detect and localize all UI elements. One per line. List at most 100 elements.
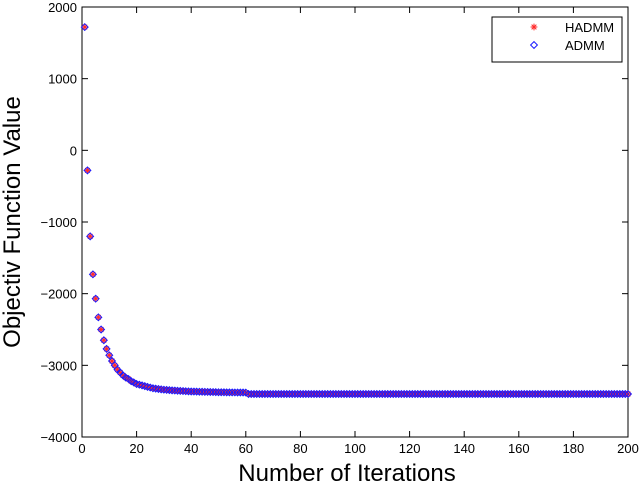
data-point-admm — [563, 389, 573, 399]
x-tick-label: 40 — [184, 441, 198, 456]
data-point-admm — [184, 387, 193, 396]
data-point-admm — [623, 389, 633, 399]
data-point-admm — [356, 389, 365, 399]
legend-label-admm: ADMM — [565, 38, 605, 53]
data-point-admm — [389, 389, 398, 399]
data-point-admm — [140, 382, 149, 391]
legend-label-hadmm: HADMM — [565, 20, 614, 35]
data-point-admm — [547, 389, 556, 399]
data-point-admm — [430, 389, 439, 399]
data-point-hadmm — [84, 167, 91, 174]
data-point-admm — [271, 389, 280, 399]
legend-marker-hadmm — [530, 23, 538, 31]
data-point-admm — [591, 389, 600, 399]
data-point-admm — [165, 386, 174, 395]
data-point-admm — [520, 389, 529, 399]
y-tick-label: −1000 — [40, 215, 77, 230]
data-point-hadmm — [100, 336, 108, 344]
data-point-admm — [233, 388, 242, 397]
x-axis-label: Number of Iterations — [238, 460, 455, 483]
data-point-admm — [198, 387, 207, 396]
data-point-admm — [498, 389, 507, 399]
data-point-admm — [503, 389, 512, 399]
data-point-admm — [159, 385, 169, 394]
data-point-admm — [476, 389, 485, 399]
data-point-admm — [315, 389, 324, 399]
y-axis-label: Objectiv Function Value — [0, 96, 26, 348]
data-point-admm — [427, 389, 436, 399]
y-tick-label: 2000 — [48, 0, 77, 15]
data-point-admm — [268, 389, 278, 399]
data-point-admm — [383, 389, 392, 399]
data-point-admm — [187, 387, 196, 396]
data-point-admm — [492, 389, 502, 399]
data-point-admm — [167, 386, 177, 395]
data-point-admm — [580, 389, 589, 399]
data-point-admm — [307, 389, 316, 399]
data-point-admm — [195, 387, 204, 396]
series-admm — [80, 22, 633, 399]
data-point-admm — [517, 389, 526, 399]
data-point-admm — [471, 389, 480, 399]
data-point-admm — [331, 389, 340, 399]
data-point-admm — [596, 389, 605, 399]
y-tick-label: −3000 — [40, 358, 77, 373]
data-point-admm — [192, 387, 201, 396]
data-point-admm — [536, 389, 545, 399]
data-point-admm — [509, 389, 518, 399]
data-point-admm — [421, 389, 431, 399]
data-point-admm — [225, 388, 234, 397]
data-point-admm — [143, 382, 152, 391]
data-point-admm — [487, 389, 496, 399]
data-point-admm — [200, 387, 209, 396]
data-point-admm — [378, 389, 387, 399]
data-point-admm — [495, 389, 504, 399]
data-point-admm — [533, 389, 543, 399]
data-point-admm — [484, 389, 493, 399]
data-point-admm — [462, 389, 472, 399]
data-point-admm — [288, 389, 297, 399]
data-point-admm — [154, 384, 163, 394]
data-point-admm — [301, 389, 310, 399]
data-point-admm — [97, 325, 106, 334]
data-point-admm — [189, 387, 199, 396]
data-point-hadmm — [86, 232, 94, 240]
data-point-admm — [490, 389, 499, 399]
data-point-admm — [86, 232, 95, 241]
data-point-admm — [320, 389, 330, 399]
data-point-admm — [397, 389, 406, 399]
data-point-admm — [148, 384, 158, 393]
data-point-admm — [599, 389, 608, 399]
data-point-admm — [274, 389, 283, 399]
data-point-admm — [137, 381, 147, 390]
data-point-admm — [416, 389, 425, 399]
data-point-admm — [541, 389, 551, 399]
data-point-admm — [309, 389, 319, 399]
data-point-admm — [282, 389, 291, 399]
data-point-admm — [323, 389, 332, 399]
data-point-admm — [208, 387, 218, 397]
x-axis: 0 20 40 60 80 100 120 140 160 180 200 — [78, 7, 639, 456]
data-point-admm — [454, 389, 463, 399]
data-point-admm — [132, 379, 141, 389]
data-point-admm — [329, 389, 338, 399]
data-point-admm — [102, 344, 111, 353]
data-point-admm — [525, 389, 534, 399]
data-point-admm — [435, 389, 444, 399]
data-point-admm — [410, 389, 420, 399]
data-point-admm — [449, 389, 458, 399]
data-point-admm — [566, 389, 575, 399]
legend: HADMM ADMM — [491, 16, 623, 63]
data-point-admm — [618, 389, 627, 399]
data-point-admm — [375, 389, 384, 399]
y-tick-label: 0 — [70, 143, 77, 158]
data-point-admm — [569, 389, 578, 399]
x-tick-label: 60 — [239, 441, 253, 456]
data-point-admm — [337, 389, 346, 399]
data-point-admm — [528, 389, 537, 399]
data-point-admm — [419, 389, 428, 399]
data-point-admm — [345, 389, 354, 399]
data-point-admm — [247, 389, 256, 399]
x-tick-label: 80 — [293, 441, 307, 456]
